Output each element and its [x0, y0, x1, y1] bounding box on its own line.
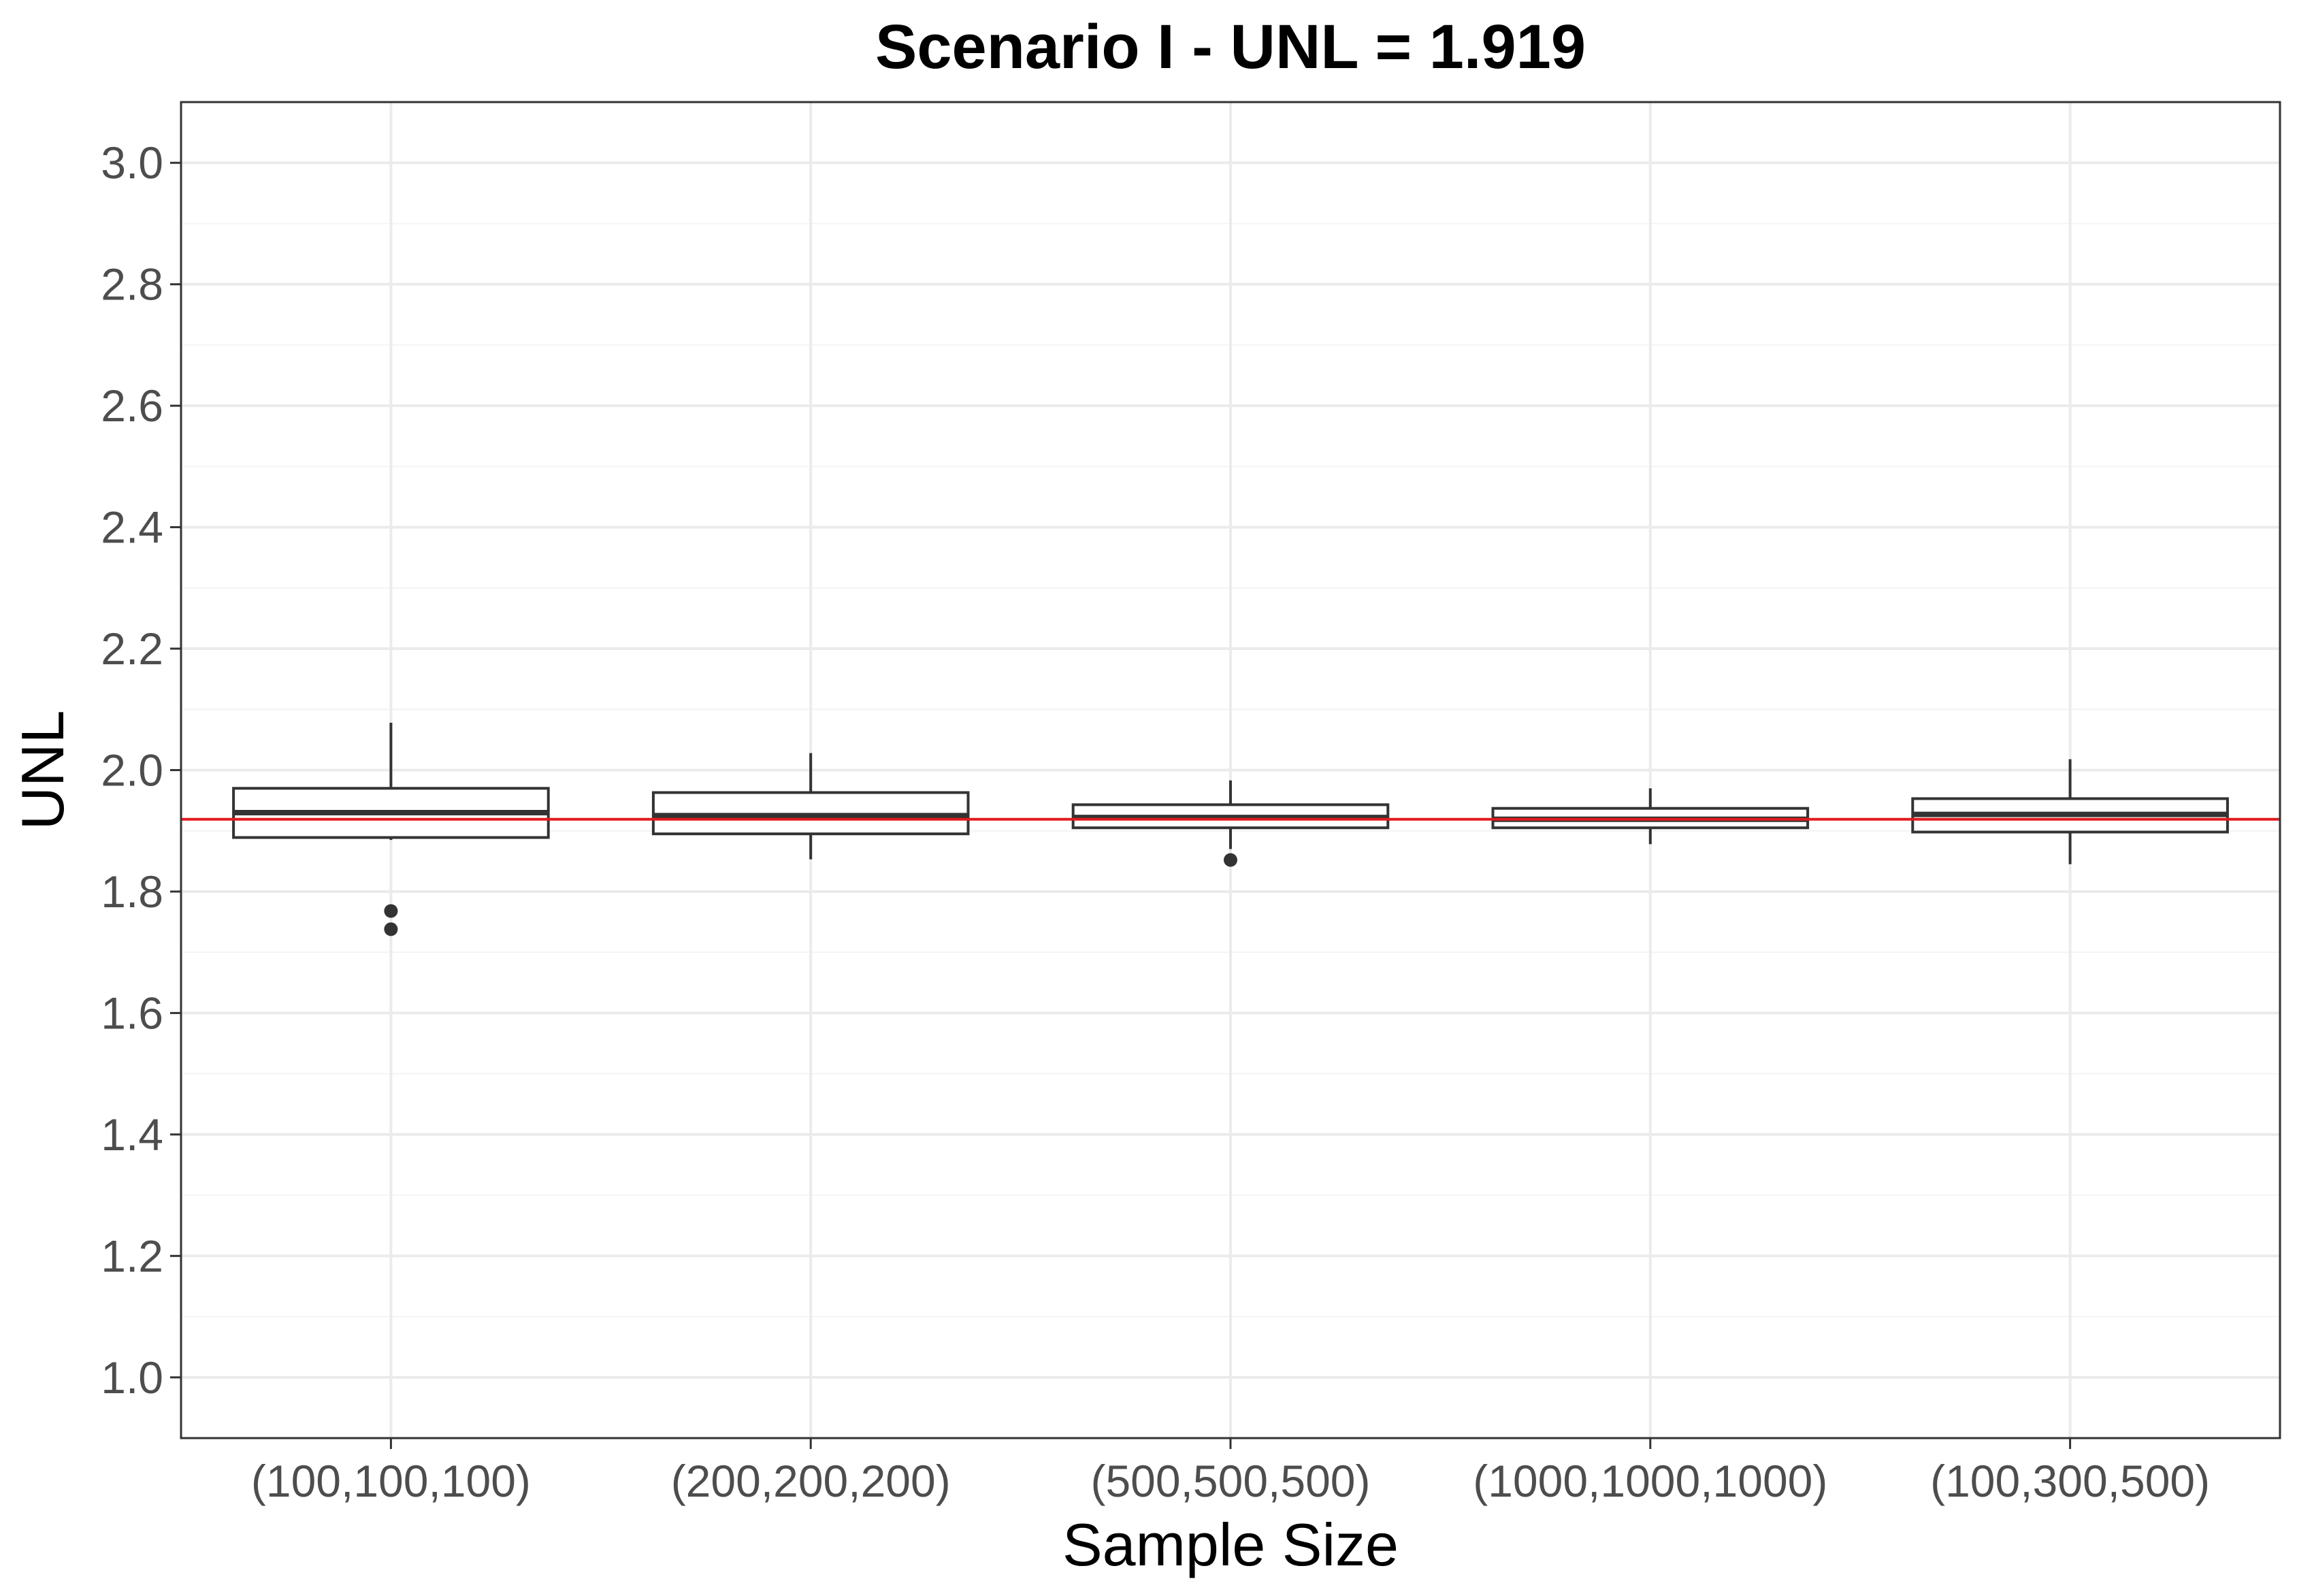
boxplots: [232, 722, 2229, 937]
box-2: [651, 753, 970, 860]
y-tick-label: 1.8: [101, 866, 163, 917]
y-tick-label: 2.0: [101, 745, 163, 796]
y-tick-label: 1.4: [101, 1109, 163, 1160]
y-tick-label: 2.4: [101, 502, 163, 553]
y-tick-label: 3.0: [101, 137, 163, 188]
x-tick-label: (200,200,200): [671, 1456, 951, 1506]
y-tick-label: 1.6: [101, 988, 163, 1038]
y-tick-label: 2.2: [101, 623, 163, 674]
y-axis-title: UNL: [9, 710, 76, 830]
y-tick-label: 1.0: [101, 1352, 163, 1403]
x-tick-label: (100,300,500): [1930, 1456, 2210, 1506]
x-tick-label: (100,100,100): [251, 1456, 531, 1506]
chart-title: Scenario I - UNL = 1.919: [875, 12, 1586, 82]
y-tick-label: 1.2: [101, 1231, 163, 1281]
box-5: [1911, 759, 2229, 864]
x-tick-label: (500,500,500): [1091, 1456, 1371, 1506]
outlier-point: [384, 904, 398, 918]
y-tick-label: 2.8: [101, 259, 163, 310]
x-tick-label: (1000,1000,1000): [1473, 1456, 1827, 1506]
axes: 1.0 1.2 1.4 1.6 1.8 2.0 2.2 2.4 2.6 2.8 3.0 (100,10…: [101, 137, 2210, 1506]
y-tick-label: 2.6: [101, 380, 163, 431]
x-axis-title: Sample Size: [1062, 1511, 1399, 1578]
outlier-point: [384, 922, 398, 937]
outlier-point: [1224, 853, 1237, 867]
box-1: [232, 722, 550, 937]
box-3: [1071, 780, 1390, 867]
